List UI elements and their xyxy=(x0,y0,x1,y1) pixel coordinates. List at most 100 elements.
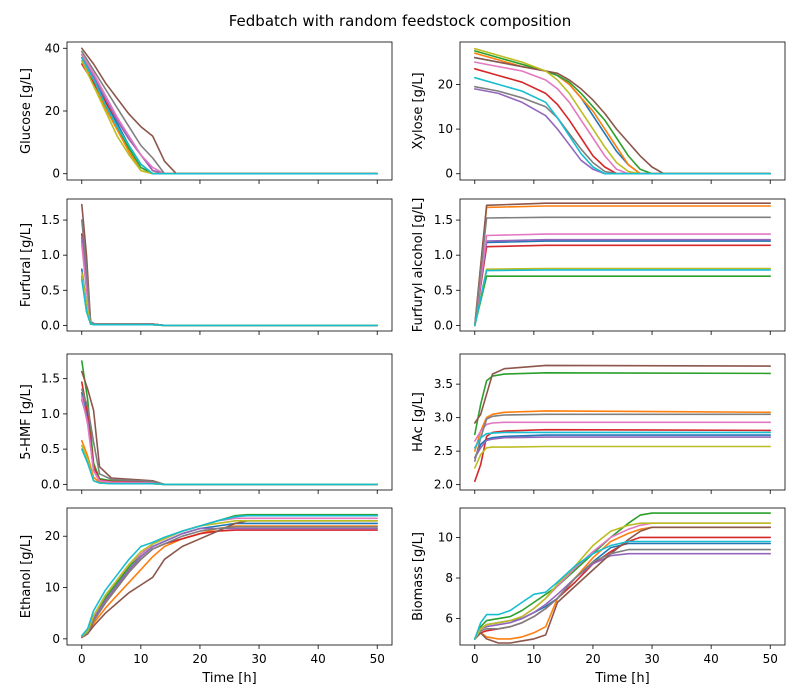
y-tick-label: 2.5 xyxy=(434,444,453,458)
y-tick-label: 20 xyxy=(45,104,60,118)
series-line-8 xyxy=(473,85,772,175)
series-line-5 xyxy=(473,552,772,640)
series-line-4 xyxy=(473,244,772,327)
y-tick-label: 40 xyxy=(45,41,60,55)
y-tick-label: 2.0 xyxy=(434,478,453,492)
y-tick-label: 6 xyxy=(445,612,453,626)
y-tick-label: 20 xyxy=(45,529,60,543)
series-line-1 xyxy=(81,522,379,638)
series-line-5 xyxy=(81,527,379,638)
x-axis-label: Time [h] xyxy=(201,671,256,686)
series-line-8 xyxy=(81,219,379,327)
series-line-10 xyxy=(473,269,772,327)
series-line-5 xyxy=(81,236,379,327)
y-tick-label: 0.0 xyxy=(41,318,60,332)
series-line-10 xyxy=(473,540,772,640)
y-tick-label: 0 xyxy=(52,632,60,646)
series-line-7 xyxy=(473,522,772,640)
x-axis-label: Time [h] xyxy=(594,671,649,686)
y-tick-label: 1.5 xyxy=(41,213,60,227)
y-axis-label: 5-HMF [g/L] xyxy=(19,384,34,460)
series-line-6 xyxy=(473,526,772,644)
series-line-2 xyxy=(473,205,772,327)
series-line-1 xyxy=(473,434,772,459)
y-tick-label: 0 xyxy=(445,167,453,181)
chart-panel-4: 0.0 0.5 1.0 1.5 Furfuryl alcohol [g/L] xyxy=(411,198,786,335)
y-tick-label: 0 xyxy=(52,167,60,181)
axes-frame xyxy=(459,41,786,181)
series-line-6 xyxy=(473,364,772,424)
y-tick-label: 8 xyxy=(445,571,453,585)
y-axis-label: Biomass [g/L] xyxy=(411,532,426,621)
series-line-10 xyxy=(81,448,379,486)
axes-frame xyxy=(459,507,786,646)
series-line-7 xyxy=(81,395,379,486)
y-tick-label: 20 xyxy=(438,77,453,91)
y-tick-label: 10 xyxy=(438,122,453,136)
series-line-5 xyxy=(473,88,772,175)
series-line-7 xyxy=(81,243,379,327)
series-line-1 xyxy=(473,240,772,327)
series-line-8 xyxy=(81,388,379,486)
y-tick-label: 0.0 xyxy=(41,477,60,491)
x-tick-label: 50 xyxy=(763,652,778,666)
series-line-9 xyxy=(473,522,772,640)
chart-panel-6: 2.0 2.5 3.0 3.5 HAc [g/L] xyxy=(411,353,786,494)
y-tick-label: 0.5 xyxy=(41,442,60,456)
series-line-2 xyxy=(81,439,379,486)
series-line-5 xyxy=(473,436,772,459)
series-line-9 xyxy=(81,271,379,327)
series-line-2 xyxy=(81,59,379,175)
series-line-6 xyxy=(81,47,379,175)
series-line-4 xyxy=(81,381,379,486)
chart-panel-1: 0 20 40 Glucose [g/L] xyxy=(19,41,393,184)
series-line-8 xyxy=(473,548,772,640)
axes-frame xyxy=(66,507,393,646)
y-tick-label: 0.5 xyxy=(434,283,453,297)
series-line-3 xyxy=(473,371,772,436)
series-line-2 xyxy=(473,52,772,175)
series-line-8 xyxy=(473,216,772,327)
axes-frame xyxy=(459,198,786,332)
y-tick-label: 0.5 xyxy=(41,283,60,297)
series-line-3 xyxy=(473,50,772,175)
series-line-7 xyxy=(81,517,379,638)
series-line-8 xyxy=(81,526,379,638)
y-tick-label: 1.0 xyxy=(41,248,60,262)
series-line-7 xyxy=(473,421,772,442)
y-axis-label: Furfural [g/L] xyxy=(19,223,34,307)
series-line-6 xyxy=(81,203,379,327)
y-tick-label: 1.5 xyxy=(434,213,453,227)
x-tick-label: 10 xyxy=(526,652,541,666)
axes-frame xyxy=(66,353,393,491)
series-line-3 xyxy=(81,360,379,486)
series-line-6 xyxy=(81,370,379,486)
axes-frame xyxy=(459,353,786,491)
y-axis-label: Ethanol [g/L] xyxy=(19,535,34,618)
y-tick-label: 0.0 xyxy=(434,318,453,332)
series-line-10 xyxy=(473,76,772,175)
chart-panel-2: 0 10 20 Xylose [g/L] xyxy=(411,41,786,184)
series-line-5 xyxy=(81,398,379,486)
series-line-9 xyxy=(81,59,379,175)
x-tick-label: 0 xyxy=(471,652,479,666)
y-tick-label: 3.0 xyxy=(434,411,453,425)
figure-title: Fedbatch with random feedstock compositi… xyxy=(229,12,572,30)
series-line-9 xyxy=(81,519,379,638)
series-line-1 xyxy=(81,56,379,175)
chart-panel-8: 6 8 10 0 10 20 30 40 50 Biomass [g/L] Time [h] xyxy=(411,507,786,686)
series-line-3 xyxy=(473,275,772,327)
y-axis-label: Xylose [g/L] xyxy=(411,72,426,149)
series-line-6 xyxy=(473,56,772,175)
axes-frame xyxy=(66,198,393,332)
y-axis-label: Glucose [g/L] xyxy=(19,68,34,154)
series-line-10 xyxy=(473,431,772,449)
y-axis-label: Furfuryl alcohol [g/L] xyxy=(411,198,426,333)
y-tick-label: 10 xyxy=(45,581,60,595)
x-tick-label: 10 xyxy=(133,652,148,666)
x-tick-label: 20 xyxy=(192,652,207,666)
series-line-5 xyxy=(473,238,772,327)
x-tick-label: 20 xyxy=(585,652,600,666)
series-line-4 xyxy=(81,233,379,327)
